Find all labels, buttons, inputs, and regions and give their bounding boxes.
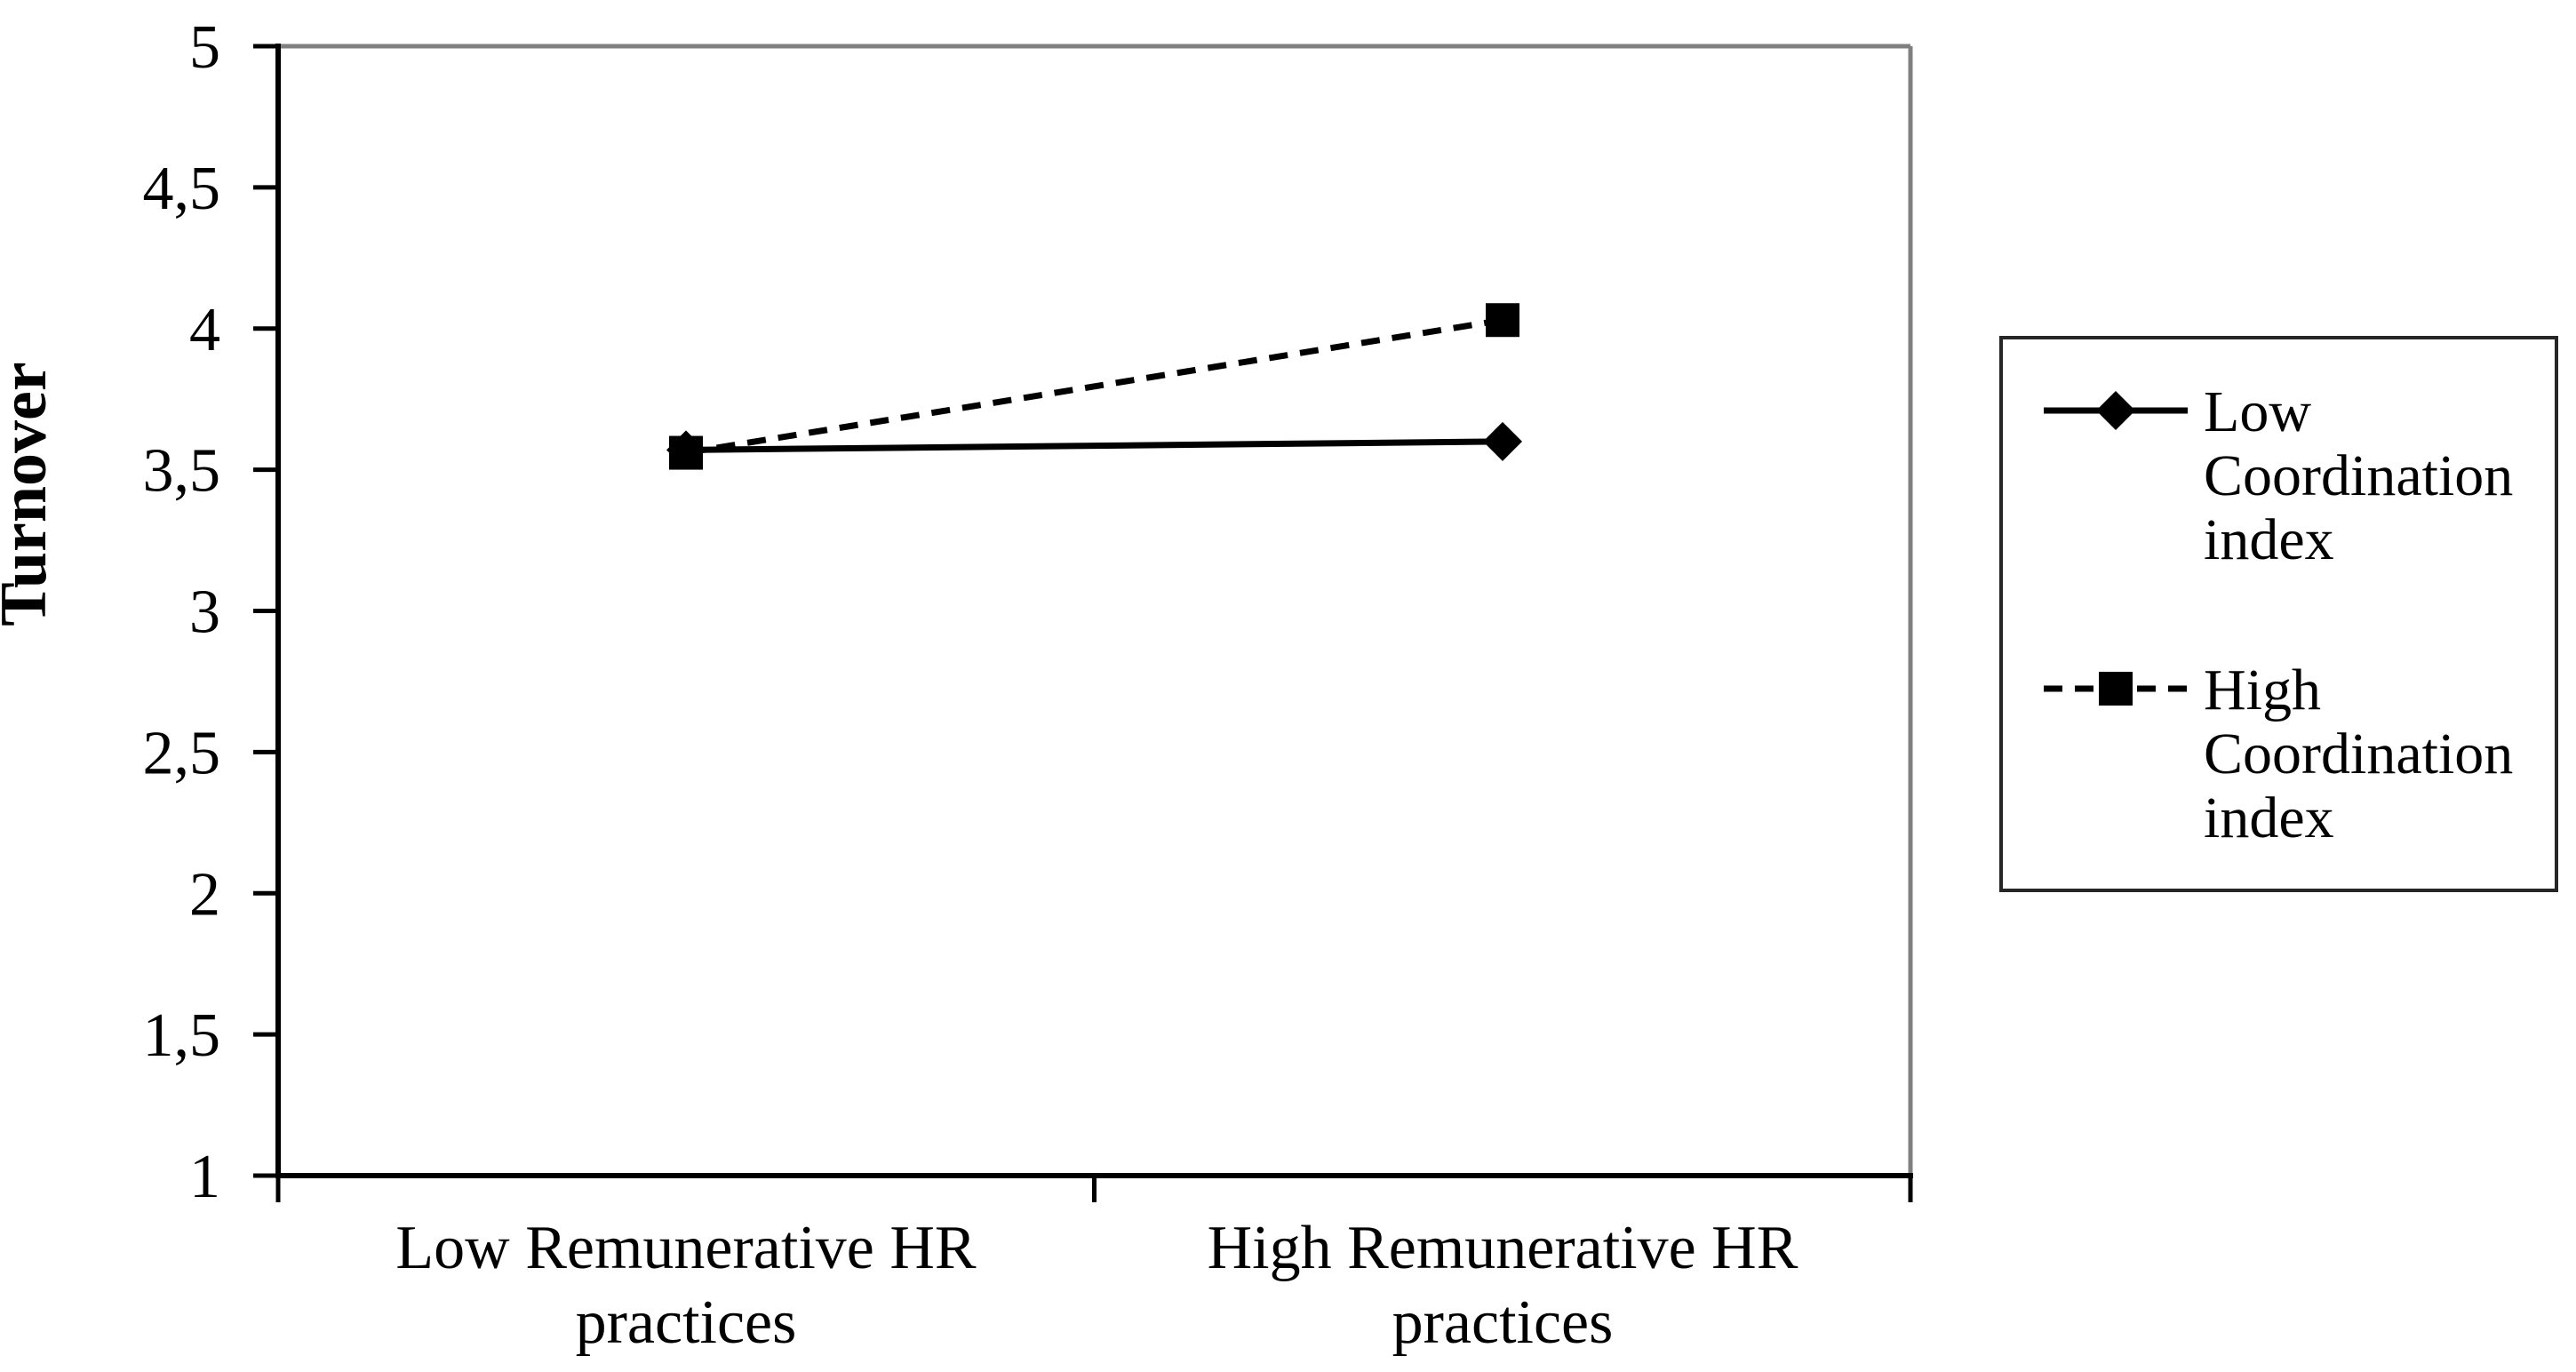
y-tick-label: 4: [189, 296, 220, 364]
legend: Low Coordination index High Coordination inde…: [1999, 336, 2558, 892]
y-tick-label: 1: [189, 1143, 220, 1211]
y-tick-label: 3,5: [143, 437, 221, 506]
y-axis-ticks: 1 1,5 2 2,5 3 3,5 4 4,5 5: [143, 13, 278, 1211]
legend-box: [1999, 336, 2558, 892]
data-point-marker: [1483, 421, 1522, 461]
data-point-marker: [669, 435, 703, 470]
legend-marker: [2099, 672, 2133, 706]
series-line: [685, 438, 1503, 453]
y-tick-label: 4,5: [143, 155, 221, 223]
x-category-label: High Remunerative HR practices: [1208, 1214, 1798, 1357]
y-tick-label: 5: [189, 13, 220, 82]
y-tick-label: 3: [189, 578, 220, 647]
legend-label: Low Coordination index: [2204, 379, 2513, 572]
y-axis-title: Turnover: [0, 362, 60, 626]
data-point-marker: [1486, 303, 1519, 338]
legend-entry: Low Coordination index: [2044, 379, 2513, 572]
x-axis-ticks: [275, 1176, 1913, 1202]
series-high-coordination-index: [669, 303, 1519, 470]
y-tick-label: 1,5: [143, 1001, 221, 1070]
legend-label: High Coordination index: [2204, 658, 2513, 850]
x-category-label: Low Remunerative HR practices: [395, 1214, 976, 1357]
legend-entry: High Coordination index: [2044, 658, 2513, 850]
legend-marker: [2096, 391, 2135, 430]
y-tick-label: 2: [189, 860, 220, 929]
series-line: [685, 316, 1503, 457]
y-tick-label: 2,5: [143, 719, 221, 787]
